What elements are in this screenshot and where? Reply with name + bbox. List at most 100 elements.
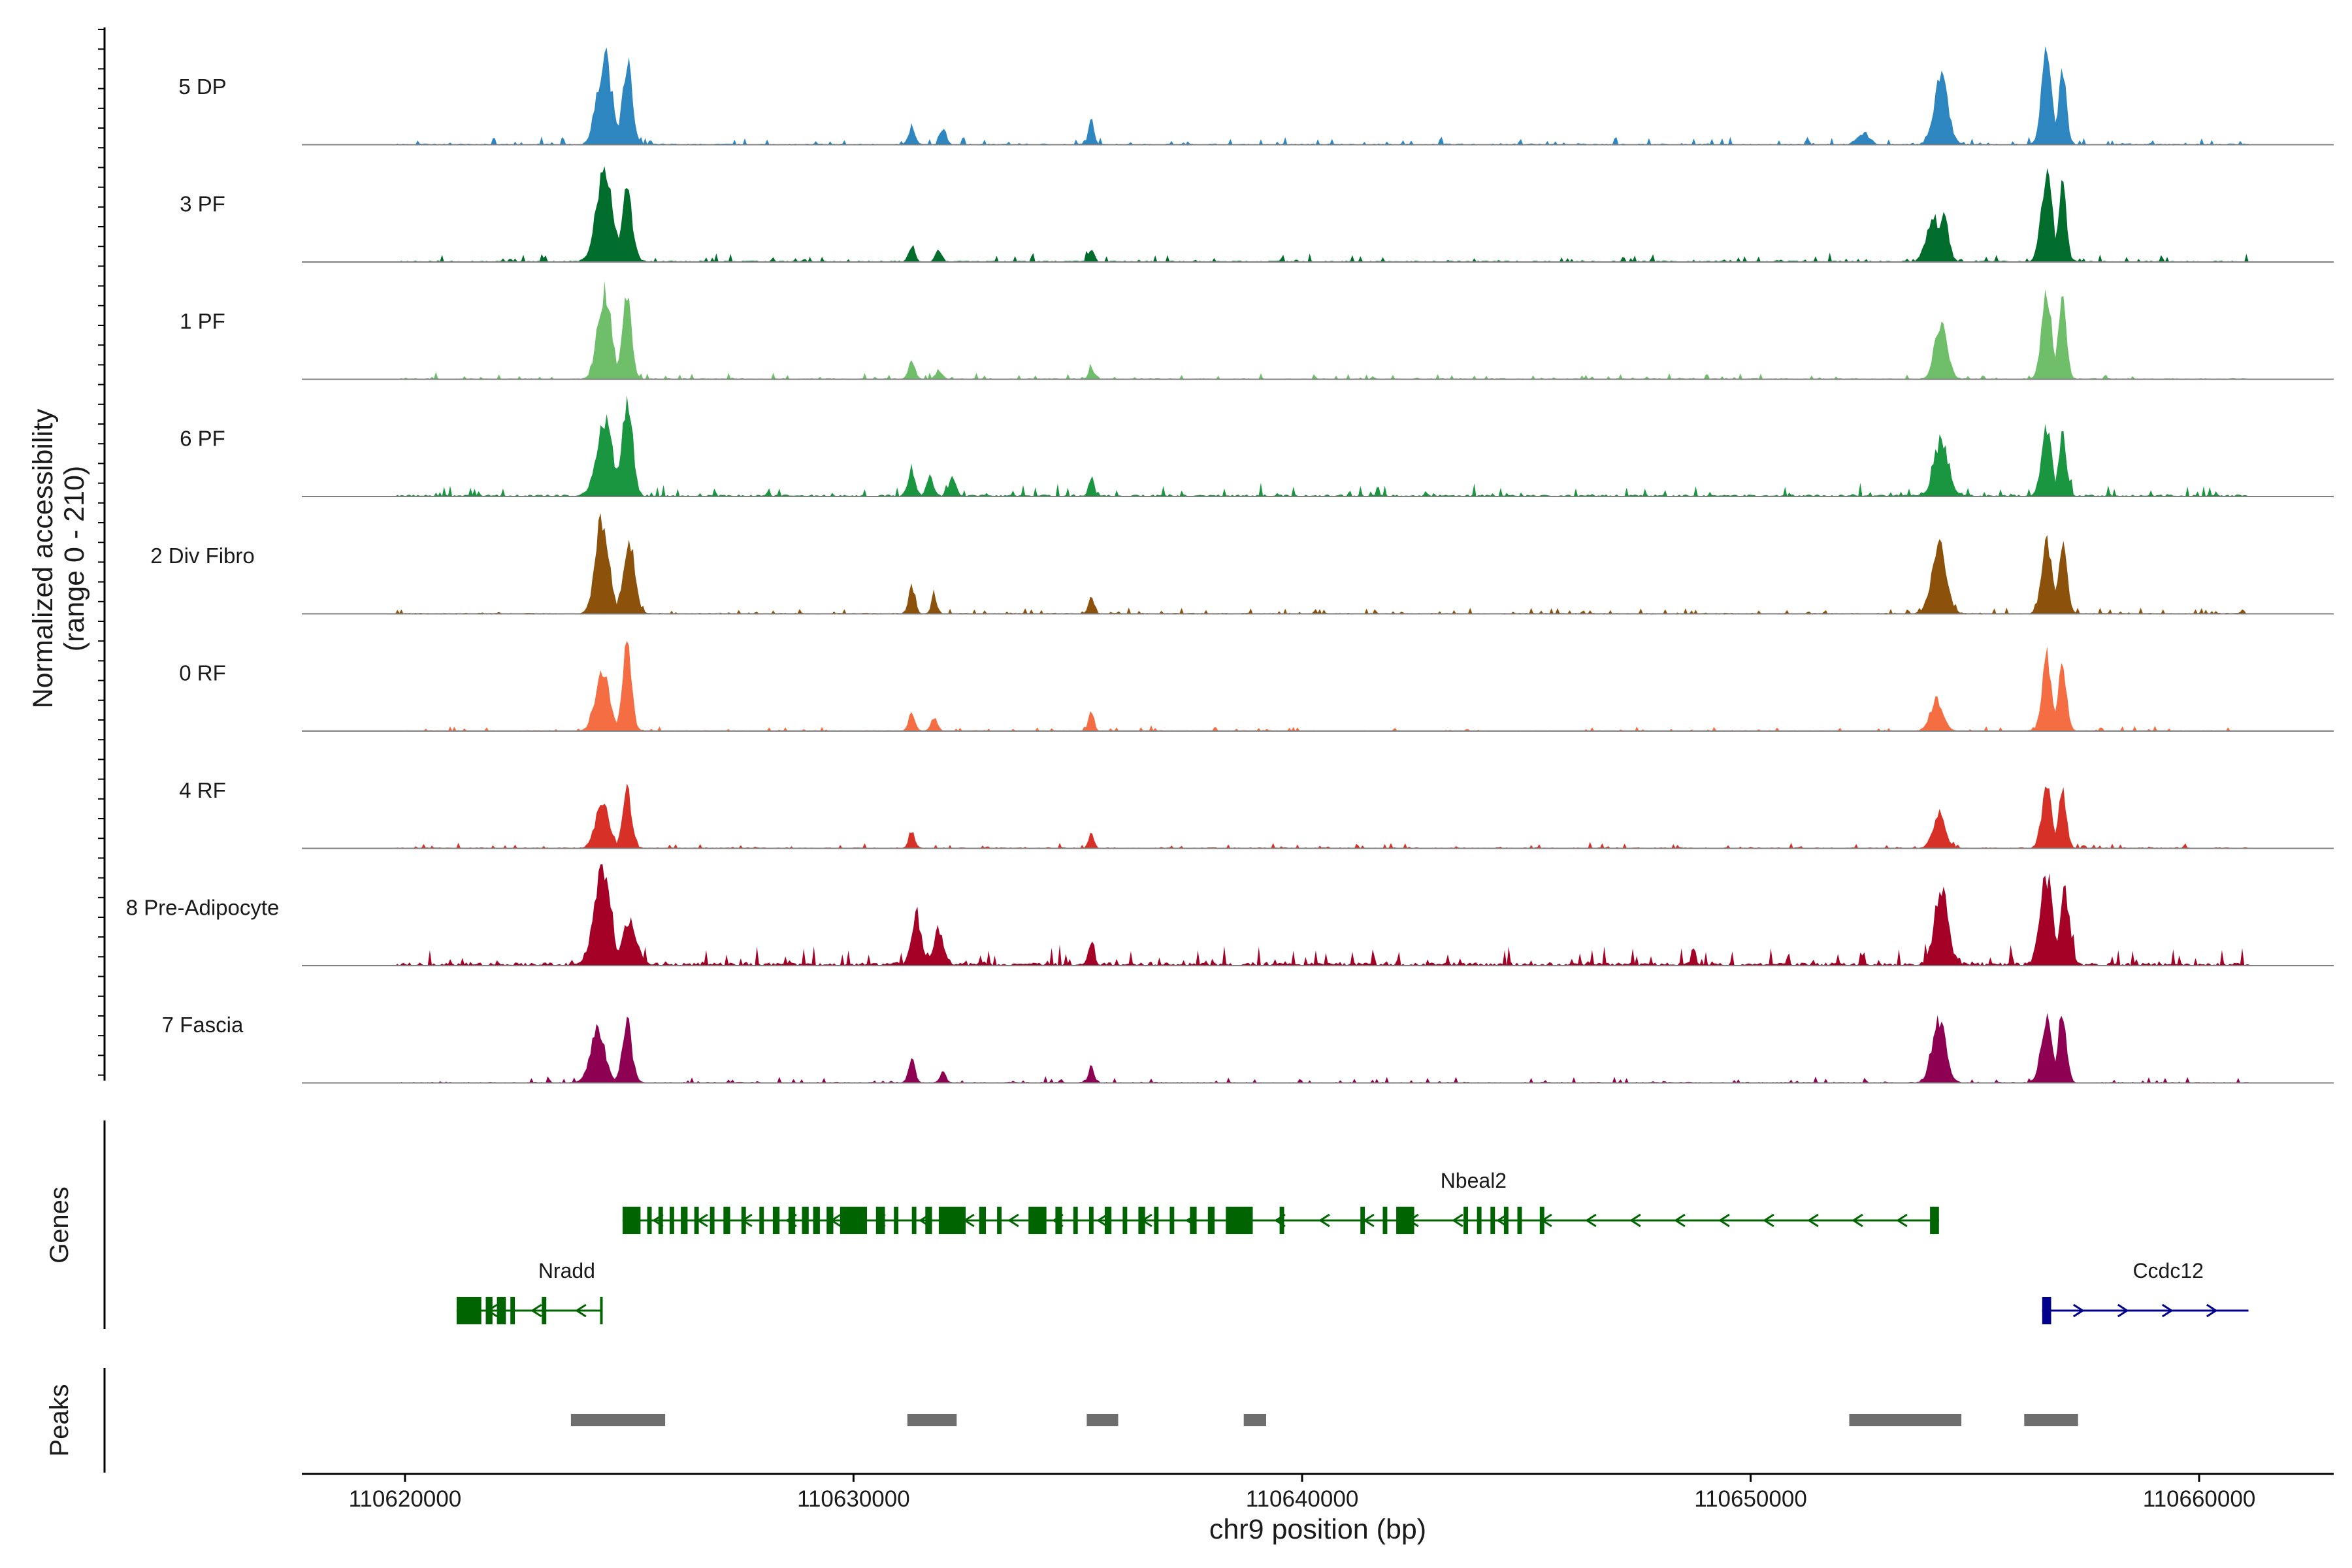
exon [542,1297,547,1324]
exon [997,1207,1002,1234]
strand-arrow [575,1303,587,1318]
coverage-tracks: 5 DP 3 PF 1 PF 6 PF 2 Div Fibro 0 RF 4 RF 8 Pre… [126,46,2334,1084]
coverage-y-axis [98,27,106,1081]
strand-arrow [1674,1213,1686,1228]
exon [1226,1207,1253,1234]
strand-arrow [2206,1303,2218,1318]
strand-arrow [1452,1213,1463,1228]
exon [670,1207,674,1234]
track-label: 4 RF [179,778,226,802]
strand-arrow [1763,1213,1774,1228]
coverage-y-axis-title-line2: (range 0 - 210) [59,466,90,651]
exon [840,1207,867,1234]
gene-nbeal2: Nbeal2 [622,1169,1939,1234]
exon [979,1207,986,1234]
strand-arrow [2117,1303,2129,1318]
exon [759,1207,764,1234]
strand-arrow [531,1303,542,1318]
x-tick-label: 110650000 [1694,1486,1807,1512]
exon [2042,1297,2051,1324]
track-5-dp: 5 DP [178,46,2334,146]
track-label: 1 PF [180,309,225,333]
exon [1396,1207,1414,1234]
exon [485,1297,493,1324]
strand-arrow [1718,1213,1730,1228]
x-tick-label: 110640000 [1246,1486,1359,1512]
track-label: 8 Pre-Adipocyte [126,895,280,919]
strand-arrow [1629,1213,1641,1228]
strand-arrow [1585,1213,1597,1228]
exon [723,1207,730,1234]
exon [710,1207,715,1234]
exon [925,1207,932,1234]
track-label: 5 DP [178,74,226,99]
exon [1028,1207,1047,1234]
x-tick-label: 110620000 [349,1486,462,1512]
exon [1930,1207,1939,1234]
exon [622,1207,641,1234]
peaks-panel: Peaks [45,1368,2078,1473]
exon [1154,1207,1159,1234]
exon [1104,1207,1112,1234]
strand-arrow [2161,1303,2174,1318]
track-1-pf: 1 PF [180,280,2334,380]
exon [788,1207,796,1234]
gene-label: Ccdc12 [2132,1259,2204,1282]
track-6-pf: 6 PF [180,395,2334,497]
strand-arrow [1007,1213,1019,1228]
x-tick-label: 110660000 [2143,1486,2256,1512]
strand-arrow [2072,1303,2085,1318]
genes-panel-title: Genes [45,1186,74,1264]
peak-region [907,1414,957,1426]
exon [1190,1207,1197,1234]
strand-arrow [1807,1213,1819,1228]
x-axis-title: chr9 position (bp) [1209,1514,1426,1545]
exon [911,1207,917,1234]
gene-label: Nradd [538,1259,595,1282]
exon [1088,1207,1094,1234]
peak-region [1849,1414,1962,1426]
exon [894,1207,899,1234]
exon [510,1297,515,1324]
strand-arrow [1852,1213,1863,1228]
exon [826,1207,834,1234]
track-7-fascia: 7 Fascia [162,1013,2334,1084]
track-label: 6 PF [180,426,225,450]
peak-region [570,1414,666,1426]
exon [1463,1207,1468,1234]
peak-region [2024,1414,2078,1426]
exon [1207,1207,1215,1234]
exon [1490,1207,1495,1234]
coverage-y-axis-title-line1: Normalized accessibility [27,408,59,708]
gene-label: Nbeal2 [1441,1169,1507,1192]
gene-ccdc12: Ccdc12 [2042,1259,2249,1324]
track-2-div-fibro: 2 Div Fibro [150,513,2334,615]
track-4-rf: 4 RF [179,778,2334,849]
exon [1503,1207,1509,1234]
x-axis: 110620000 110630000 110640000 110650000 1106… [302,1473,2334,1545]
track-3-pf: 3 PF [180,166,2334,263]
track-8-pre-adipocyte: 8 Pre-Adipocyte [126,864,2334,966]
exon [875,1207,885,1234]
exon [1382,1207,1388,1234]
track-0-rf: 0 RF [179,641,2334,732]
strand-arrow [1318,1213,1330,1228]
exon [772,1207,780,1234]
track-label: 2 Div Fibro [150,544,255,568]
exon [658,1207,663,1234]
exon [681,1207,688,1234]
track-label: 0 RF [179,661,226,685]
peaks-panel-title: Peaks [45,1384,74,1456]
exon [1169,1207,1175,1234]
exon [1055,1207,1062,1234]
exon [647,1207,652,1234]
strand-arrow [1096,1213,1108,1228]
peak-region [1086,1414,1119,1426]
genes-panel: Genes Nbeal2 Nradd Ccdc12 [45,1120,2249,1329]
gene-nradd: Nradd [456,1259,603,1324]
peak-region [1243,1414,1266,1426]
exon [1279,1207,1284,1234]
exon [1138,1207,1145,1234]
exon [1360,1207,1365,1234]
